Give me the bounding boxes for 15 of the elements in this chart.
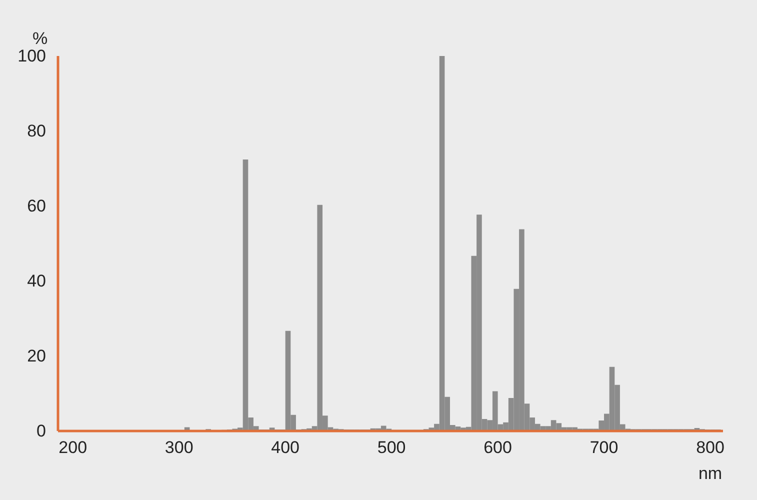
x-tick-label: 800 [696, 438, 724, 458]
x-tick-label: 700 [590, 438, 618, 458]
y-tick-label: 0 [36, 421, 46, 440]
x-tick-label: 500 [377, 438, 406, 458]
x-tick-label: 200 [58, 438, 88, 458]
y-tick-label: 80 [27, 121, 46, 140]
y-axis-title: % [32, 29, 48, 48]
y-tick-label: 40 [27, 271, 46, 290]
x-tick-label: 400 [271, 438, 300, 458]
x-tick-label: 600 [484, 438, 512, 458]
y-tick-label: 20 [27, 346, 46, 366]
y-tick-label: 60 [27, 196, 46, 216]
y-tick-label: 100 [18, 46, 46, 66]
x-axis-title: nm [698, 464, 722, 483]
x-tick-label: 300 [164, 438, 194, 458]
